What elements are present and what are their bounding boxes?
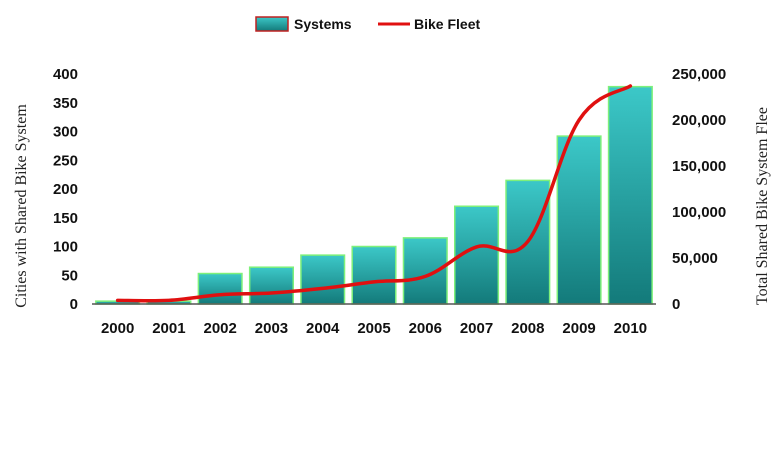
bar bbox=[248, 266, 294, 305]
bar bbox=[402, 237, 448, 305]
x-tick-label: 2002 bbox=[203, 320, 236, 337]
right-axis-ticks: 0 50,000 100,000 150,000 200,000 250,000 bbox=[672, 66, 726, 313]
x-tick-label: 2010 bbox=[614, 320, 647, 337]
left-tick-label: 350 bbox=[53, 95, 78, 112]
x-tick-label: 2008 bbox=[511, 320, 544, 337]
bike-fleet-line bbox=[115, 84, 633, 303]
right-tick-label: 150,000 bbox=[672, 158, 726, 175]
right-tick-label: 100,000 bbox=[672, 204, 726, 221]
legend-label-systems: Systems bbox=[294, 16, 352, 32]
x-tick-label: 2006 bbox=[409, 320, 442, 337]
left-tick-label: 0 bbox=[70, 296, 78, 313]
x-tick-label: 2007 bbox=[460, 320, 493, 337]
x-tick-label: 2004 bbox=[306, 320, 340, 337]
left-tick-label: 50 bbox=[61, 267, 78, 284]
x-tick-label: 2005 bbox=[357, 320, 390, 337]
bar bbox=[607, 85, 653, 305]
right-tick-label: 250,000 bbox=[672, 66, 726, 83]
x-tick-label: 2003 bbox=[255, 320, 288, 337]
bar bbox=[197, 272, 243, 305]
right-tick-label: 50,000 bbox=[672, 250, 718, 267]
legend-swatch-systems bbox=[255, 16, 289, 32]
right-tick-label: 0 bbox=[672, 296, 680, 313]
left-tick-label: 300 bbox=[53, 124, 78, 141]
bar bbox=[351, 245, 397, 305]
legend-label-bike-fleet: Bike Fleet bbox=[414, 16, 480, 32]
left-tick-label: 400 bbox=[53, 66, 78, 83]
legend: Systems Bike Fleet bbox=[255, 16, 480, 32]
x-tick-label: 2009 bbox=[562, 320, 595, 337]
right-tick-label: 200,000 bbox=[672, 112, 726, 129]
left-tick-label: 250 bbox=[53, 152, 78, 169]
left-tick-label: 150 bbox=[53, 210, 78, 227]
left-tick-label: 100 bbox=[53, 239, 78, 256]
bar-series-systems bbox=[95, 85, 653, 305]
left-tick-label: 200 bbox=[53, 181, 78, 198]
line-series-bike-fleet bbox=[115, 84, 633, 303]
bar bbox=[556, 135, 602, 305]
x-tick-label: 2001 bbox=[152, 320, 185, 337]
left-axis-ticks: 0 50 100 150 200 250 300 350 400 bbox=[53, 66, 78, 313]
left-axis-title: Cities with Shared Bike System bbox=[13, 104, 30, 308]
x-axis-ticks: 2000 2001 2002 2003 2004 2005 2006 2007 2008 2009… bbox=[101, 320, 647, 337]
right-axis-title: Total Shared Bike System Flee bbox=[754, 107, 771, 305]
x-tick-label: 2000 bbox=[101, 320, 134, 337]
bar bbox=[300, 254, 346, 305]
